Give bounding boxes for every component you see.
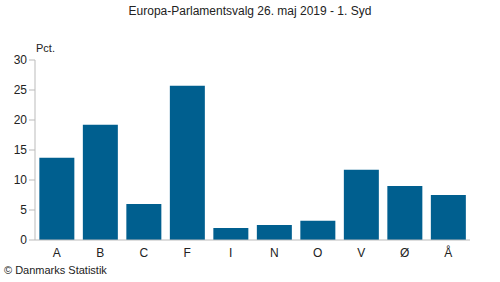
svg-text:B: B — [96, 246, 104, 260]
html-text:Pct.: Pct. — [36, 42, 55, 54]
svg-text:0: 0 — [20, 233, 27, 247]
svg-text:A: A — [53, 246, 61, 260]
html-text:Europa-Parlamentsvalg 26. maj: Europa-Parlamentsvalg 26. maj 2019 - 1. … — [128, 4, 372, 18]
svg-text:I: I — [229, 246, 232, 260]
svg-text:Ø: Ø — [400, 246, 409, 260]
svg-text:Å: Å — [444, 245, 452, 260]
svg-text:5: 5 — [20, 203, 27, 217]
svg-text:25: 25 — [14, 83, 28, 97]
svg-text:20: 20 — [14, 113, 28, 127]
svg-text:F: F — [184, 246, 191, 260]
svg-text:15: 15 — [14, 143, 28, 157]
svg-text:10: 10 — [14, 173, 28, 187]
html-text:© Danmarks Statistik: © Danmarks Statistik — [4, 264, 107, 276]
svg-text:V: V — [357, 246, 365, 260]
svg-text:O: O — [313, 246, 322, 260]
svg-text:C: C — [139, 246, 148, 260]
svg-text:30: 30 — [14, 53, 28, 67]
svg-text:N: N — [270, 246, 279, 260]
